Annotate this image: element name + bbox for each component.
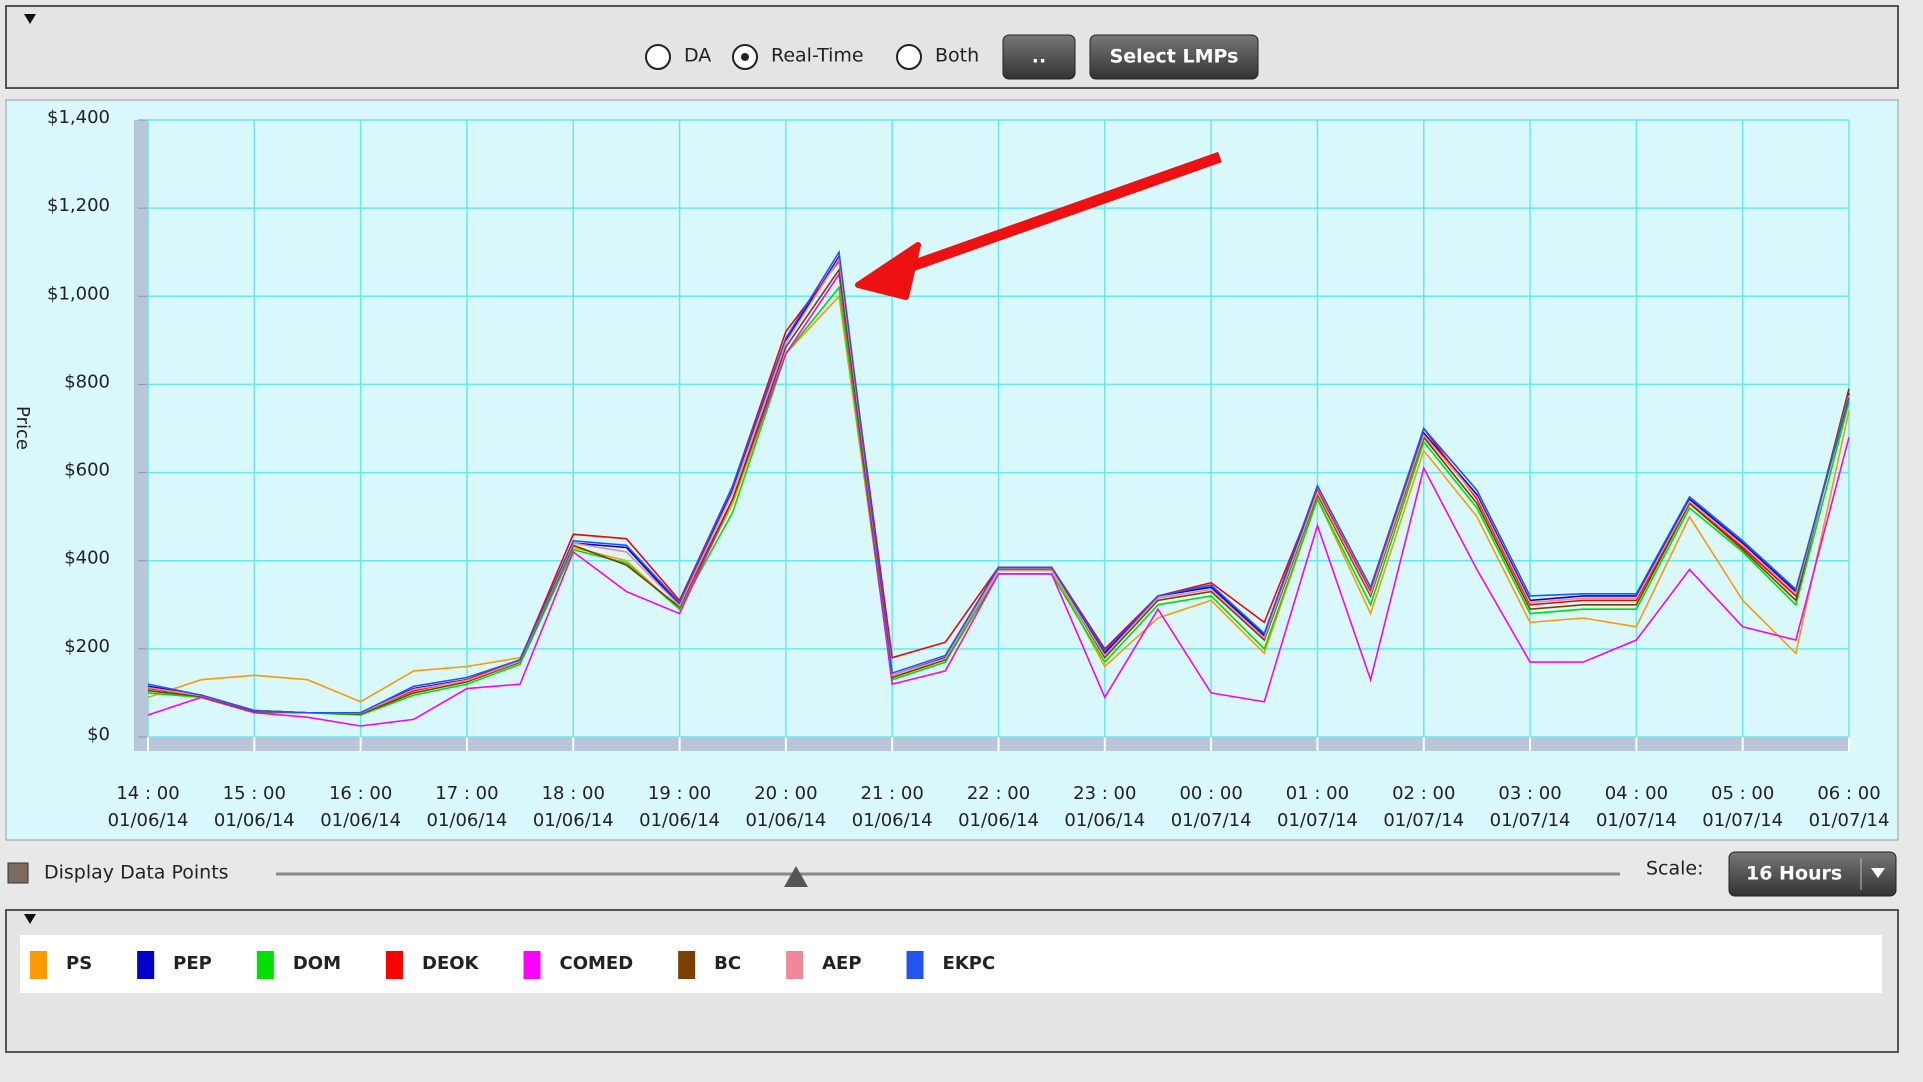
- legend-swatch: [678, 951, 696, 979]
- legend: PS PEP DOM DEOK COMED BC AEP EKPC: [30, 951, 995, 979]
- legend-label: PS: [66, 953, 92, 974]
- toolbar-button[interactable]: [1002, 34, 1076, 80]
- x-tick-time: 19 : 00: [648, 783, 711, 804]
- toolbar-button[interactable]: [1089, 34, 1259, 80]
- x-tick-time: 14 : 00: [116, 783, 179, 804]
- series-line: [147, 249, 1850, 714]
- series-line: [147, 272, 1850, 727]
- x-tick-date: 01/06/14: [427, 810, 508, 831]
- legend-swatch: [137, 951, 155, 979]
- x-tick-date: 01/07/14: [1277, 810, 1358, 831]
- chart-area: [5, 99, 1899, 841]
- y-tick-label: $1,000: [47, 283, 110, 304]
- annotation-arrow: [893, 151, 1222, 278]
- x-tick-time: 06 : 00: [1817, 783, 1880, 804]
- display-points-checkbox[interactable]: [7, 862, 29, 884]
- x-tick-time: 17 : 00: [435, 783, 498, 804]
- x-tick-time: 16 : 00: [329, 783, 392, 804]
- mode-radio-dot: [741, 53, 749, 61]
- x-tick-date: 01/06/14: [958, 810, 1039, 831]
- toolbar-controls: DA Real-Time Both.. Select LMPs: [645, 34, 1259, 80]
- x-tick-date: 01/07/14: [1490, 810, 1571, 831]
- toolbar: [5, 5, 1899, 89]
- legend-swatch: [30, 951, 47, 979]
- scale-label: Scale:: [1646, 858, 1704, 880]
- x-tick-time: 05 : 00: [1711, 783, 1774, 804]
- x-tick-date: 01/07/14: [1171, 810, 1252, 831]
- legend-label: COMED: [560, 953, 634, 974]
- x-tick-time: 02 : 00: [1392, 783, 1455, 804]
- y-axis-label: Price: [12, 406, 33, 450]
- x-tick-time: 15 : 00: [223, 783, 286, 804]
- x-tick-date: 01/06/14: [320, 810, 401, 831]
- y-tick-label: $600: [64, 460, 110, 481]
- legend-swatch: [906, 951, 924, 979]
- y-axis-strip: [134, 120, 148, 751]
- plot: $0 $200 $400 $600 $800 $1,000 $1,200 $1,400 14 :…: [47, 107, 1889, 831]
- series-line: [147, 256, 1850, 715]
- legend-label: DOM: [293, 953, 341, 974]
- toolbar-button-label: ..: [1032, 46, 1046, 68]
- legend-label: BC: [714, 953, 741, 974]
- series-line: [147, 267, 1850, 715]
- dropdown-arrow: [1871, 868, 1885, 878]
- legend-swatch: [786, 951, 804, 979]
- x-tick-date: 01/07/14: [1702, 810, 1783, 831]
- x-tick-time: 00 : 00: [1179, 783, 1242, 804]
- legend-box: [20, 935, 1882, 993]
- y-tick-label: $0: [87, 724, 110, 745]
- x-tick-time: 03 : 00: [1498, 783, 1561, 804]
- x-tick-time: 21 : 00: [861, 783, 924, 804]
- x-tick-time: 01 : 00: [1286, 783, 1349, 804]
- x-tick-date: 01/06/14: [852, 810, 933, 831]
- mode-label: DA: [684, 45, 711, 67]
- toolbar-button-label: Select LMPs: [1110, 46, 1239, 68]
- y-tick-label: $800: [64, 371, 110, 392]
- x-tick-date: 01/06/14: [108, 810, 189, 831]
- y-tick-label: $200: [64, 636, 110, 657]
- x-tick-date: 01/06/14: [1064, 810, 1145, 831]
- x-tick-time: 23 : 00: [1073, 783, 1136, 804]
- x-tick-date: 01/07/14: [1383, 810, 1464, 831]
- legend-label: PEP: [173, 953, 212, 974]
- mode-label: Both: [935, 45, 979, 67]
- y-tick-label: $1,400: [47, 107, 110, 128]
- legend-label: EKPC: [943, 953, 996, 974]
- x-tick-time: 20 : 00: [754, 783, 817, 804]
- legend-collapse-icon[interactable]: [24, 914, 36, 924]
- scale-dropdown[interactable]: [1728, 851, 1897, 897]
- x-tick-time: 22 : 00: [967, 783, 1030, 804]
- legend-swatch: [386, 951, 403, 979]
- x-tick-date: 01/06/14: [745, 810, 826, 831]
- time-slider-thumb[interactable]: [784, 866, 808, 887]
- x-tick-date: 01/06/14: [533, 810, 614, 831]
- y-tick-label: $1,200: [47, 195, 110, 216]
- mode-label: Real-Time: [771, 45, 864, 67]
- scale-value: 16 Hours: [1746, 863, 1842, 885]
- legend-label: AEP: [822, 953, 861, 974]
- mode-radio[interactable]: [896, 44, 922, 70]
- x-tick-date: 01/07/14: [1596, 810, 1677, 831]
- legend-label: DEOK: [422, 953, 480, 974]
- x-tick-time: 04 : 00: [1605, 783, 1668, 804]
- annotation-arrowhead: [855, 242, 921, 300]
- legend-swatch: [523, 951, 541, 979]
- x-tick-date: 01/07/14: [1809, 810, 1890, 831]
- x-tick-time: 18 : 00: [542, 783, 605, 804]
- y-tick-label: $400: [64, 548, 110, 569]
- x-tick-date: 01/06/14: [214, 810, 295, 831]
- display-points-label: Display Data Points: [44, 862, 229, 884]
- x-tick-date: 01/06/14: [639, 810, 720, 831]
- collapse-icon[interactable]: [24, 14, 36, 24]
- legend-swatch: [256, 951, 274, 979]
- mode-radio[interactable]: [645, 44, 671, 70]
